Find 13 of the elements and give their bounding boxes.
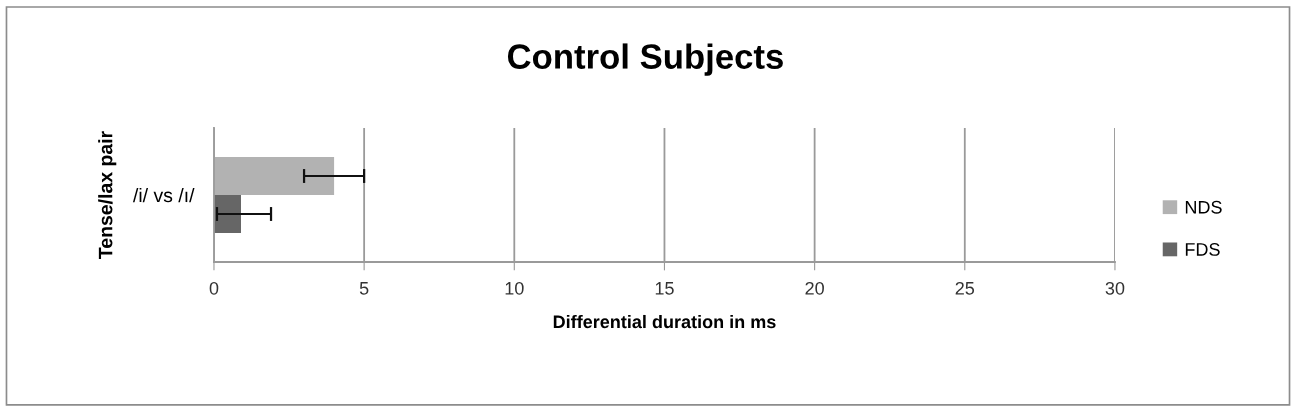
x-tick-label: 20	[805, 281, 824, 295]
x-tick-label: 0	[209, 281, 219, 295]
y-axis-title: Tense/lax pair	[98, 131, 117, 259]
x-tick-label: 15	[655, 282, 674, 295]
x-tick-label: 10	[505, 281, 524, 295]
x-tick-label: 30	[1105, 281, 1125, 295]
x-tick-label: 5	[359, 282, 369, 295]
chart-title: Control Subjects	[507, 43, 783, 76]
x-axis-title: Differential duration in ms	[553, 314, 776, 329]
y-tick-label: /i/ vs /ı/	[132, 187, 195, 203]
legend-label: FDS	[1185, 243, 1220, 256]
legend-label: NDS	[1185, 200, 1222, 214]
x-tick-label: 25	[955, 281, 975, 295]
